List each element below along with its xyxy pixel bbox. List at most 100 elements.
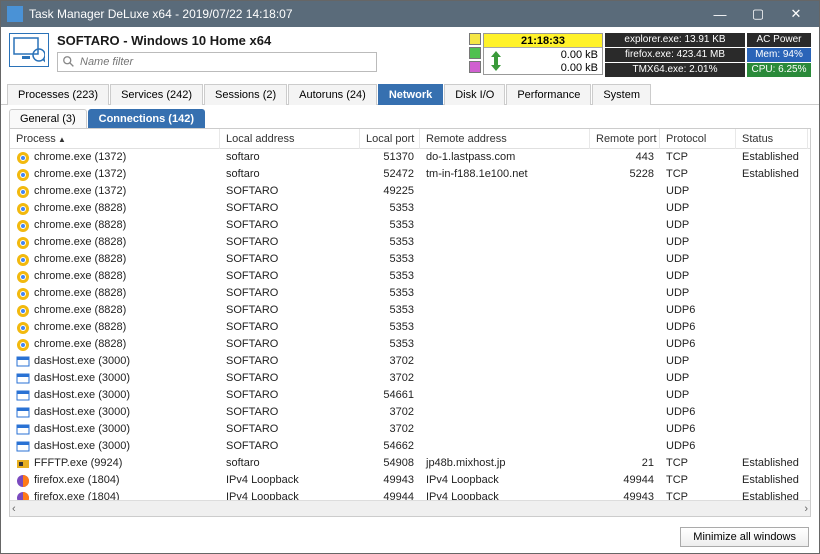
table-row[interactable]: dasHost.exe (3000)SOFTARO3702UDP6 bbox=[10, 421, 810, 438]
cell-lp: 5353 bbox=[360, 336, 420, 353]
cell-la: SOFTARO bbox=[220, 285, 360, 302]
cell-la: SOFTARO bbox=[220, 268, 360, 285]
tab-sessions[interactable]: Sessions (2) bbox=[204, 84, 287, 105]
table-row[interactable]: chrome.exe (8828)SOFTARO5353UDP bbox=[10, 251, 810, 268]
minimize-all-button[interactable]: Minimize all windows bbox=[680, 527, 809, 547]
name-filter[interactable] bbox=[57, 52, 377, 72]
subtab-general[interactable]: General (3) bbox=[9, 109, 87, 128]
cell-st bbox=[736, 421, 808, 438]
cell-lp: 3702 bbox=[360, 421, 420, 438]
cell-ra bbox=[420, 370, 590, 387]
tab-network[interactable]: Network bbox=[378, 84, 443, 105]
cell-pr: UDP6 bbox=[660, 404, 736, 421]
close-window-button[interactable]: ✕ bbox=[777, 3, 815, 25]
cell-ra bbox=[420, 353, 590, 370]
chrome-icon bbox=[16, 151, 30, 165]
process-name: FFFTP.exe (9924) bbox=[34, 455, 122, 472]
table-row[interactable]: chrome.exe (8828)SOFTARO5353UDP bbox=[10, 268, 810, 285]
process-name: firefox.exe (1804) bbox=[34, 472, 120, 489]
horizontal-scrollbar[interactable]: ‹› bbox=[10, 500, 810, 516]
cell-st: Established bbox=[736, 489, 808, 500]
table-row[interactable]: dasHost.exe (3000)SOFTARO3702UDP6 bbox=[10, 404, 810, 421]
cell-rp bbox=[590, 285, 660, 302]
table-row[interactable]: chrome.exe (1372)softaro51370do-1.lastpa… bbox=[10, 149, 810, 166]
process-name: dasHost.exe (3000) bbox=[34, 438, 130, 455]
table-row[interactable]: chrome.exe (8828)SOFTARO5353UDP bbox=[10, 217, 810, 234]
name-filter-input[interactable] bbox=[80, 56, 372, 68]
column-header[interactable]: Remote port bbox=[590, 129, 660, 149]
chrome-icon bbox=[16, 270, 30, 284]
table-body[interactable]: chrome.exe (1372)softaro51370do-1.lastpa… bbox=[10, 149, 810, 500]
cell-pr: UDP6 bbox=[660, 302, 736, 319]
column-header[interactable]: Protocol bbox=[660, 129, 736, 149]
column-header[interactable]: Status bbox=[736, 129, 808, 149]
chrome-icon bbox=[16, 287, 30, 301]
column-header[interactable]: Local address bbox=[220, 129, 360, 149]
cell-st bbox=[736, 217, 808, 234]
column-header[interactable]: Remote address bbox=[420, 129, 590, 149]
table-row[interactable]: dasHost.exe (3000)SOFTARO54662UDP6 bbox=[10, 438, 810, 455]
cell-rp bbox=[590, 353, 660, 370]
cell-ra bbox=[420, 285, 590, 302]
tab-disk-i-o[interactable]: Disk I/O bbox=[444, 84, 505, 105]
table-row[interactable]: chrome.exe (8828)SOFTARO5353UDP bbox=[10, 285, 810, 302]
cell-la: IPv4 Loopback bbox=[220, 489, 360, 500]
table-row[interactable]: dasHost.exe (3000)SOFTARO3702UDP bbox=[10, 353, 810, 370]
table-row[interactable]: dasHost.exe (3000)SOFTARO3702UDP bbox=[10, 370, 810, 387]
cell-la: softaro bbox=[220, 149, 360, 166]
cell-lp: 5353 bbox=[360, 302, 420, 319]
cell-rp bbox=[590, 319, 660, 336]
ffftp-icon bbox=[16, 457, 30, 471]
cell-rp bbox=[590, 183, 660, 200]
table-row[interactable]: chrome.exe (8828)SOFTARO5353UDP6 bbox=[10, 336, 810, 353]
cell-lp: 3702 bbox=[360, 353, 420, 370]
table-row[interactable]: chrome.exe (8828)SOFTARO5353UDP6 bbox=[10, 302, 810, 319]
table-row[interactable]: FFFTP.exe (9924)softaro54908jp48b.mixhos… bbox=[10, 455, 810, 472]
tab-performance[interactable]: Performance bbox=[506, 84, 591, 105]
tab-services[interactable]: Services (242) bbox=[110, 84, 203, 105]
system-name: SOFTARO - Windows 10 Home x64 bbox=[57, 33, 461, 48]
table-row[interactable]: chrome.exe (8828)SOFTARO5353UDP6 bbox=[10, 319, 810, 336]
table-row[interactable]: chrome.exe (1372)SOFTARO49225UDP bbox=[10, 183, 810, 200]
minimize-window-button[interactable]: — bbox=[701, 3, 739, 25]
cell-ra: tm-in-f188.1e100.net bbox=[420, 166, 590, 183]
stats-panel: 21:18:33 0.00 kB 0.00 kB explorer.exe: 1… bbox=[469, 33, 811, 77]
stat-badge: CPU: 6.25% bbox=[747, 63, 811, 77]
column-header[interactable]: Process ▲ bbox=[10, 129, 220, 149]
table-row[interactable]: firefox.exe (1804)IPv4 Loopback49944IPv4… bbox=[10, 489, 810, 500]
process-name: chrome.exe (1372) bbox=[34, 183, 126, 200]
cell-la: SOFTARO bbox=[220, 251, 360, 268]
cell-lp: 5353 bbox=[360, 268, 420, 285]
table-row[interactable]: firefox.exe (1804)IPv4 Loopback49943IPv4… bbox=[10, 472, 810, 489]
subtab-connections[interactable]: Connections (142) bbox=[88, 109, 205, 128]
table-header: Process ▲Local addressLocal portRemote a… bbox=[10, 129, 810, 149]
cell-pr: TCP bbox=[660, 472, 736, 489]
tab-processes[interactable]: Processes (223) bbox=[7, 84, 109, 105]
cell-lp: 49943 bbox=[360, 472, 420, 489]
cell-ra: IPv4 Loopback bbox=[420, 489, 590, 500]
cell-lp: 5353 bbox=[360, 285, 420, 302]
titlebar[interactable]: Task Manager DeLuxe x64 - 2019/07/22 14:… bbox=[1, 1, 819, 27]
cell-pr: UDP bbox=[660, 217, 736, 234]
table-row[interactable]: chrome.exe (8828)SOFTARO5353UDP bbox=[10, 234, 810, 251]
tab-autoruns[interactable]: Autoruns (24) bbox=[288, 84, 377, 105]
maximize-window-button[interactable]: ▢ bbox=[739, 3, 777, 25]
table-row[interactable]: dasHost.exe (3000)SOFTARO54661UDP bbox=[10, 387, 810, 404]
cell-la: SOFTARO bbox=[220, 234, 360, 251]
chrome-icon bbox=[16, 168, 30, 182]
cell-pr: UDP bbox=[660, 387, 736, 404]
net-up-value: 0.00 kB bbox=[508, 49, 598, 61]
tab-system[interactable]: System bbox=[592, 84, 651, 105]
cell-ra bbox=[420, 183, 590, 200]
table-row[interactable]: chrome.exe (1372)softaro52472tm-in-f188.… bbox=[10, 166, 810, 183]
process-name: chrome.exe (8828) bbox=[34, 285, 126, 302]
cell-st bbox=[736, 438, 808, 455]
connections-table: Process ▲Local addressLocal portRemote a… bbox=[9, 128, 811, 517]
app-icon bbox=[7, 6, 23, 22]
cell-st bbox=[736, 183, 808, 200]
column-header[interactable]: Local port bbox=[360, 129, 420, 149]
firefox-icon bbox=[16, 491, 30, 501]
table-row[interactable]: chrome.exe (8828)SOFTARO5353UDP bbox=[10, 200, 810, 217]
cell-pr: UDP bbox=[660, 251, 736, 268]
cell-pr: UDP bbox=[660, 268, 736, 285]
